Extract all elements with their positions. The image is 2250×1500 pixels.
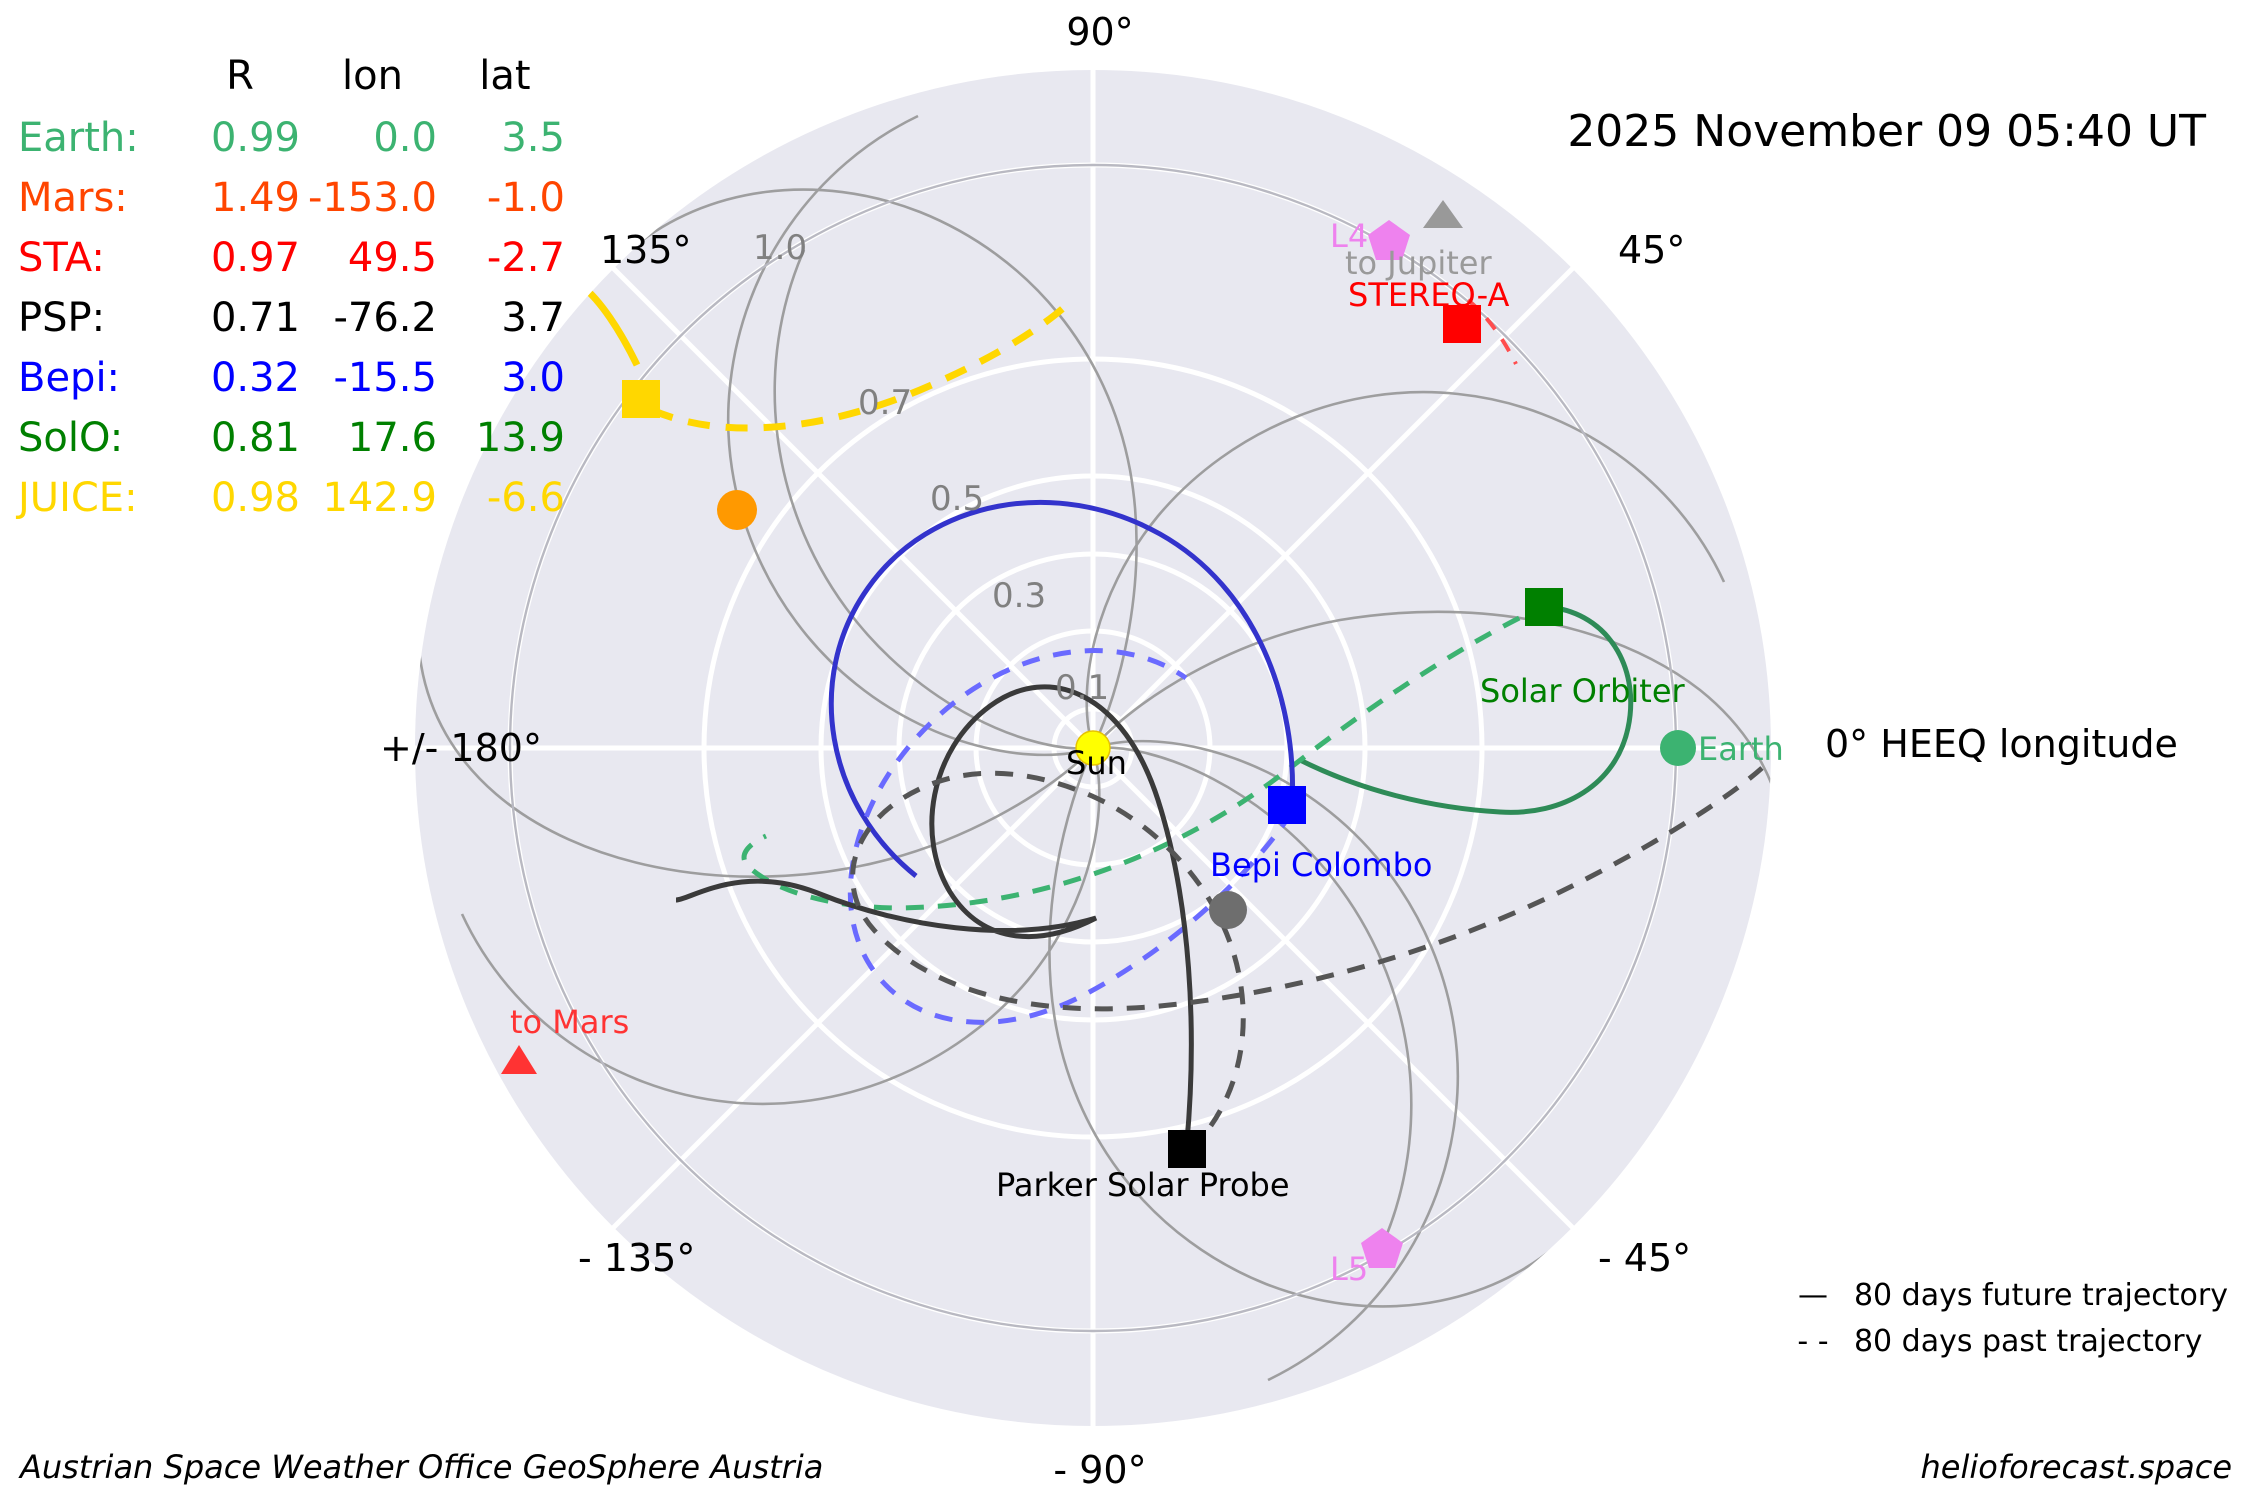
body-lon: -76.2 xyxy=(333,295,437,341)
body-name: STA: xyxy=(18,235,105,281)
to-jupiter-label: to Jupiter xyxy=(1345,244,1492,282)
body-lon: 49.5 xyxy=(347,235,437,281)
body-r: 0.97 xyxy=(210,235,300,281)
solo-future-trajectory xyxy=(1298,605,1634,815)
radial-label-0-7: 0.7 xyxy=(858,383,913,423)
solar-orbiter-marker[interactable] xyxy=(1525,588,1563,626)
th-blank xyxy=(18,48,180,108)
parker-solar-probe-label: Parker Solar Probe xyxy=(996,1166,1290,1204)
table-row: STA: 0.97 49.5 -2.7 xyxy=(18,228,573,288)
body-r: 0.98 xyxy=(210,475,300,521)
to-mars-marker[interactable] xyxy=(501,1045,537,1074)
sun-marker[interactable] xyxy=(1075,730,1111,766)
table-row: PSP: 0.71 -76.2 3.7 xyxy=(18,288,573,348)
parker-spiral-lines xyxy=(416,114,1773,1382)
th-lon: lon xyxy=(342,53,403,99)
radial-label-0-5: 0.5 xyxy=(930,479,985,519)
l4-marker[interactable] xyxy=(1368,220,1410,260)
table-row: JUICE: 0.98 142.9 -6.6 xyxy=(18,468,573,528)
body-r: 0.99 xyxy=(210,115,300,161)
to-mars-label: to Mars xyxy=(510,1003,630,1041)
legend-future-label: 80 days future trajectory xyxy=(1853,1277,2228,1313)
th-r: R xyxy=(226,53,254,99)
stereo-a-label: STEREO-A xyxy=(1348,276,1510,314)
body-lon: -153.0 xyxy=(308,175,437,221)
body-name: Mars: xyxy=(18,175,128,221)
body-lat: 13.9 xyxy=(475,415,565,461)
angle-label-minus-45: - 45° xyxy=(1598,1236,1692,1280)
body-name: PSP: xyxy=(18,295,106,341)
earth-label: Earth xyxy=(1698,730,1784,768)
radial-label-0-1: 0.1 xyxy=(1055,668,1110,708)
body-r: 0.81 xyxy=(210,415,300,461)
heeq-longitude-label: 0° HEEQ longitude xyxy=(1825,722,2178,766)
mars-marker[interactable] xyxy=(717,490,757,530)
table-header-row: R lon lat xyxy=(18,48,573,108)
body-lat: 3.7 xyxy=(501,295,565,341)
table-row: Mars: 1.49 -153.0 -1.0 xyxy=(18,168,573,228)
body-r: 1.49 xyxy=(210,175,300,221)
bepi-past-trajectory xyxy=(847,648,1295,1025)
legend-row-future: — 80 days future trajectory xyxy=(1778,1272,2228,1318)
l5-label: L5 xyxy=(1330,1250,1369,1288)
body-lat: -1.0 xyxy=(486,175,565,221)
body-lat: -6.6 xyxy=(486,475,565,521)
angle-label-45: 45° xyxy=(1618,228,1686,272)
footer-organization: Austrian Space Weather Office GeoSphere … xyxy=(20,1448,824,1486)
radial-label-1-0: 1.0 xyxy=(753,228,808,268)
stereo-a-marker[interactable] xyxy=(1443,305,1481,343)
dashed-line-icon: - - xyxy=(1797,1323,1829,1359)
to-jupiter-marker[interactable] xyxy=(1423,200,1463,228)
l5-marker[interactable] xyxy=(1361,1228,1403,1268)
bepi-colombo-marker[interactable] xyxy=(1268,786,1306,824)
angle-label-minus-135: - 135° xyxy=(578,1236,696,1280)
body-name: SolO: xyxy=(18,415,124,461)
body-lon: 0.0 xyxy=(373,115,437,161)
juice-past-trajectory xyxy=(650,297,1075,432)
table-row: SolO: 0.81 17.6 13.9 xyxy=(18,408,573,468)
legend-past-label: 80 days past trajectory xyxy=(1853,1323,2203,1359)
table-row: Bepi: 0.32 -15.5 3.0 xyxy=(18,348,573,408)
body-lon: -15.5 xyxy=(333,355,437,401)
angle-label-minus-90: - 90° xyxy=(1053,1448,1147,1492)
body-name: Earth: xyxy=(18,115,139,161)
body-name: JUICE: xyxy=(18,475,138,521)
legend-row-past: - - 80 days past trajectory xyxy=(1778,1318,2228,1364)
body-r: 0.32 xyxy=(210,355,300,401)
solid-line-icon: — xyxy=(1797,1277,1828,1313)
body-lat: 3.0 xyxy=(501,355,565,401)
angle-label-90: 90° xyxy=(1066,10,1134,54)
solar-orbiter-label: Solar Orbiter xyxy=(1480,672,1685,710)
th-lat: lat xyxy=(479,53,531,99)
bepi-colombo-label: Bepi Colombo xyxy=(1210,846,1433,884)
body-r: 0.71 xyxy=(210,295,300,341)
body-lat: 3.5 xyxy=(501,115,565,161)
mercury-marker[interactable] xyxy=(1209,891,1247,929)
bepi-future-trajectory xyxy=(828,499,1296,878)
angle-label-135: 135° xyxy=(600,228,692,272)
angle-label-180: +/- 180° xyxy=(380,726,542,770)
l4-label: L4 xyxy=(1330,217,1369,255)
footer-website: helioforecast.space xyxy=(1920,1448,2232,1486)
body-lon: 142.9 xyxy=(322,475,437,521)
juice-marker[interactable] xyxy=(622,380,660,418)
psp-future-trajectory xyxy=(675,684,1194,1153)
body-name: Bepi: xyxy=(18,355,121,401)
solo-past-trajectory xyxy=(741,601,1550,911)
trajectory-legend: — 80 days future trajectory - - 80 days … xyxy=(1778,1272,2228,1364)
table-row: Earth: 0.99 0.0 3.5 xyxy=(18,108,573,168)
plot-outer-boundary xyxy=(411,66,1775,1430)
radial-label-0-3: 0.3 xyxy=(992,576,1047,616)
body-lon: 17.6 xyxy=(347,415,437,461)
date-time-title: 2025 November 09 05:40 UT xyxy=(1567,106,2206,157)
body-positions-table: R lon lat Earth: 0.99 0.0 3.5 Mars: 1.49 -153.… xyxy=(18,48,573,528)
parker-solar-probe-marker[interactable] xyxy=(1168,1130,1206,1168)
body-lat: -2.7 xyxy=(486,235,565,281)
sun-label: Sun xyxy=(1066,744,1127,782)
earth-marker[interactable] xyxy=(1660,730,1696,766)
